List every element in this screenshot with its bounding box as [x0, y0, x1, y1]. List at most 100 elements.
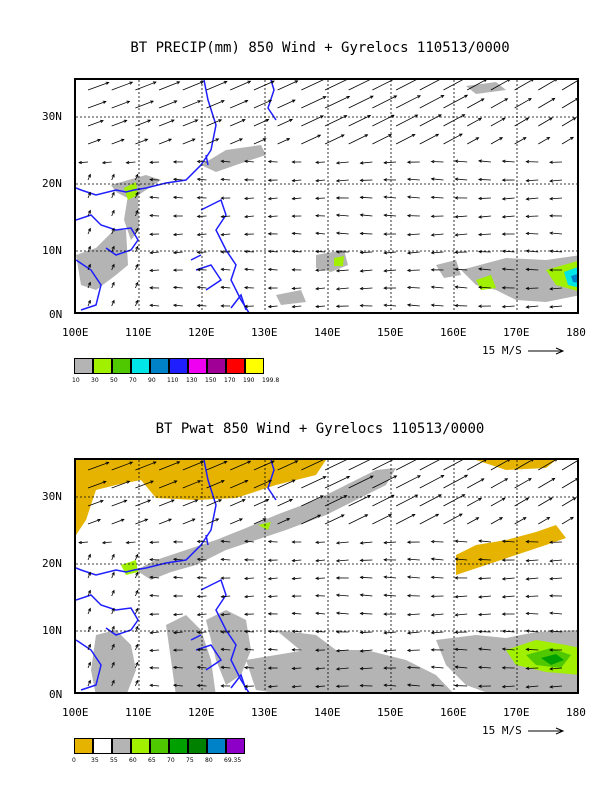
- wind-vector-head: [291, 99, 296, 103]
- wind-vector-head: [241, 499, 246, 503]
- wind-vector: [316, 287, 326, 290]
- wind-vector-head: [111, 245, 115, 250]
- wind-vector: [431, 233, 444, 236]
- wind-vector-head: [149, 195, 154, 200]
- wind-vector-head: [549, 249, 553, 253]
- wind-vector: [253, 80, 275, 91]
- wind-vector: [538, 460, 557, 471]
- wind-vector: [197, 541, 207, 543]
- wind-vector-head: [102, 100, 107, 104]
- wind-vector: [336, 541, 349, 544]
- wind-vector: [301, 495, 324, 507]
- wind-vector-head: [522, 517, 527, 521]
- wind-vector-head: [501, 595, 506, 599]
- wind-vector-head: [267, 684, 272, 689]
- wind-vector: [372, 514, 392, 525]
- wind-vector-head: [478, 665, 482, 669]
- wind-vector-head: [383, 575, 388, 579]
- wind-vector-head: [111, 209, 115, 214]
- wind-vector-head: [111, 553, 115, 558]
- wind-vector-head: [172, 630, 177, 635]
- wind-vector: [126, 541, 136, 544]
- wind-vector-head: [87, 643, 91, 648]
- wind-vector: [277, 499, 293, 507]
- wind-vector: [360, 161, 373, 164]
- wind-vector: [455, 178, 468, 181]
- wind-vector: [419, 133, 439, 145]
- wind-vector: [538, 98, 555, 109]
- wind-vector: [407, 286, 420, 289]
- wind-vector-head: [501, 267, 506, 271]
- wind-vector: [135, 119, 151, 127]
- wind-vector: [111, 608, 115, 615]
- wind-vector-head: [528, 98, 532, 102]
- wind-vector-head: [430, 575, 435, 580]
- wind-vector-head: [525, 594, 530, 599]
- wind-vector-head: [135, 679, 139, 684]
- wind-vector-head: [220, 214, 225, 219]
- wind-vector-head: [78, 540, 82, 545]
- wind-vector-head: [383, 213, 388, 217]
- wind-vector: [221, 160, 231, 163]
- wind-vector-head: [315, 214, 319, 218]
- wind-vector-head: [221, 100, 225, 104]
- wind-vector: [150, 649, 160, 652]
- wind-vector-head: [549, 594, 553, 598]
- wind-vector: [384, 196, 397, 199]
- legend-label: 30: [91, 377, 99, 384]
- wind-vector: [395, 95, 421, 109]
- wind-vector: [336, 179, 349, 182]
- wind-vector-head: [200, 461, 205, 465]
- wind-vector: [135, 264, 139, 271]
- wind-vector: [526, 577, 539, 580]
- wind-vector: [561, 136, 574, 145]
- wind-vector-head: [135, 589, 139, 594]
- wind-vector: [206, 81, 227, 91]
- wind-vector: [87, 662, 91, 669]
- wind-vector-head: [406, 557, 411, 561]
- wind-vector: [87, 228, 91, 235]
- wind-vector-head: [267, 629, 272, 634]
- wind-vector-head: [359, 666, 364, 671]
- wind-vector: [221, 268, 231, 271]
- wind-vector: [443, 494, 465, 507]
- wind-vector: [292, 287, 302, 289]
- wind-vector-head: [570, 516, 574, 521]
- wind-vector-head: [335, 287, 340, 291]
- wind-vector-head: [359, 684, 364, 688]
- wind-vector: [87, 554, 91, 561]
- wind-vector: [502, 268, 515, 271]
- wind-vector-head: [265, 499, 270, 503]
- wind-vector: [455, 286, 468, 289]
- wind-vector-head: [267, 249, 272, 254]
- lat-label-20n: 20N: [42, 557, 62, 570]
- wind-vector: [478, 160, 491, 163]
- wind-vector-head: [317, 514, 322, 518]
- wind-vector-head: [149, 575, 154, 580]
- wind-vector-head: [501, 612, 506, 616]
- wind-vector: [348, 460, 371, 471]
- wind-vector-head: [315, 594, 319, 598]
- wind-vector-head: [454, 285, 459, 289]
- wind-vector: [502, 305, 515, 308]
- wind-vector-head: [149, 178, 154, 182]
- wind-vector-head: [501, 197, 506, 201]
- wind-vector: [150, 631, 160, 634]
- wind-vector: [419, 494, 442, 507]
- wind-vector-head: [170, 499, 175, 503]
- wind-vector-head: [135, 553, 139, 558]
- wind-vector: [514, 98, 532, 109]
- wind-vector-head: [196, 159, 201, 164]
- wind-vector-head: [172, 214, 177, 218]
- wind-vector: [478, 233, 491, 236]
- wind-vector-head: [196, 612, 201, 617]
- wind-vector-head: [196, 683, 201, 688]
- wind-vector-head: [390, 114, 395, 118]
- wind-vector: [135, 228, 139, 235]
- wind-vector-head: [196, 630, 201, 635]
- wind-vector-head: [218, 119, 223, 123]
- wind-vector-head: [247, 460, 252, 464]
- wind-vector: [268, 268, 278, 271]
- wind-vector-head: [87, 263, 91, 268]
- wind-vector: [182, 119, 198, 127]
